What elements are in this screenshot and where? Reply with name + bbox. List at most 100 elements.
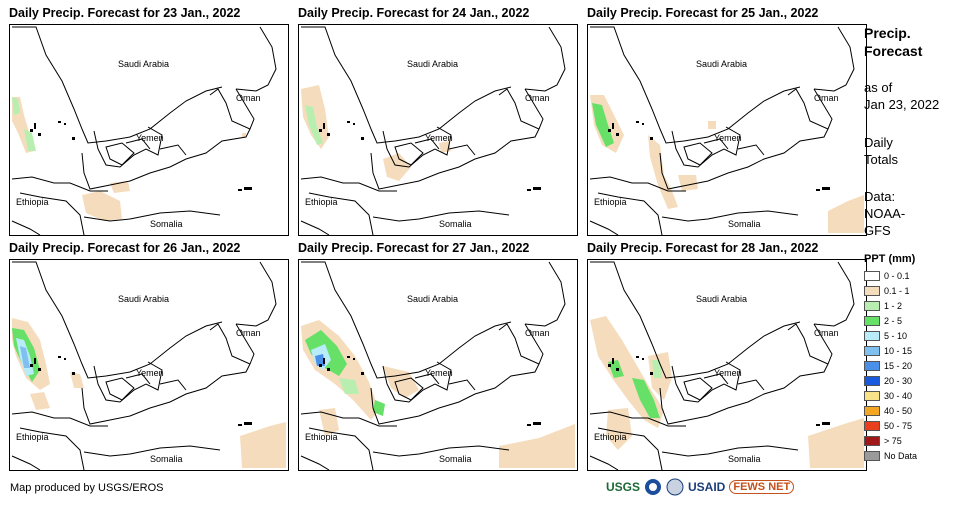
- fews-net-logo: FEWS NET: [729, 480, 795, 494]
- forecast-panel-1: Daily Precip. Forecast for 23 Jan., 2022: [9, 6, 289, 236]
- label-ethiopia: Ethiopia: [305, 197, 338, 207]
- sidebar-title-line2: Forecast: [864, 43, 923, 59]
- legend-swatch: [864, 270, 880, 281]
- sidebar-title-line1: Precip.: [864, 25, 911, 41]
- forecast-map: Saudi Arabia Oman Yemen Ethiopia Somalia: [9, 259, 289, 471]
- forecast-map: Saudi Arabia Oman Yemen Ethiopia Somalia: [587, 24, 867, 236]
- as-of-date: Jan 23, 2022: [864, 97, 940, 112]
- usgs-logo: USGS: [606, 480, 641, 494]
- forecast-panel-3: Daily Precip. Forecast for 25 Jan., 2022: [587, 6, 867, 236]
- legend-item: 2 - 5: [864, 313, 917, 328]
- legend-label: 5 - 10: [884, 330, 908, 341]
- label-ethiopia: Ethiopia: [16, 432, 49, 442]
- legend-label: 40 - 50: [884, 405, 913, 416]
- sidebar-daily-totals: Daily Totals: [864, 134, 898, 168]
- forecast-map: Saudi Arabia Oman Yemen Ethiopia Somalia: [9, 24, 289, 236]
- label-saudi-arabia: Saudi Arabia: [696, 294, 748, 304]
- forecast-panel-2: Daily Precip. Forecast for 24 Jan., 2022: [298, 6, 578, 236]
- legend-swatch: [864, 300, 880, 311]
- label-yemen: Yemen: [136, 368, 164, 378]
- legend-item: 30 - 40: [864, 388, 917, 403]
- as-of-label: as of: [864, 80, 893, 95]
- legend-swatch: [864, 345, 880, 356]
- map-graphic: [11, 261, 286, 470]
- label-somalia: Somalia: [728, 219, 761, 229]
- map-graphic: [300, 261, 575, 470]
- legend-swatch: [864, 435, 880, 446]
- label-oman: Oman: [236, 93, 261, 103]
- forecast-map: Saudi Arabia Oman Yemen Ethiopia Somalia: [298, 24, 578, 236]
- label-saudi-arabia: Saudi Arabia: [696, 59, 748, 69]
- label-oman: Oman: [236, 328, 261, 338]
- daily-label: Daily: [864, 135, 893, 150]
- sidebar-data-source: Data: NOAA- GFS: [864, 188, 905, 239]
- totals-label: Totals: [864, 152, 898, 167]
- label-saudi-arabia: Saudi Arabia: [407, 294, 459, 304]
- legend-swatch: [864, 375, 880, 386]
- legend-item: 10 - 15: [864, 343, 917, 358]
- label-saudi-arabia: Saudi Arabia: [118, 59, 170, 69]
- usaid-logo: USAID: [688, 480, 726, 494]
- legend-item: 15 - 20: [864, 358, 917, 373]
- legend-item: 20 - 30: [864, 373, 917, 388]
- legend-item: 5 - 10: [864, 328, 917, 343]
- label-oman: Oman: [814, 328, 839, 338]
- label-yemen: Yemen: [136, 133, 164, 143]
- label-ethiopia: Ethiopia: [16, 197, 49, 207]
- legend-item: 1 - 2: [864, 298, 917, 313]
- panel-title: Daily Precip. Forecast for 26 Jan., 2022: [9, 241, 241, 255]
- legend-title: PPT (mm): [864, 253, 916, 265]
- label-yemen: Yemen: [714, 368, 742, 378]
- label-yemen: Yemen: [425, 368, 453, 378]
- panel-title: Daily Precip. Forecast for 25 Jan., 2022: [587, 6, 819, 20]
- map-credit: Map produced by USGS/EROS: [10, 482, 164, 494]
- label-oman: Oman: [525, 93, 550, 103]
- legend-item: 0 - 0.1: [864, 268, 917, 283]
- legend-label: 0.1 - 1: [884, 285, 910, 296]
- label-saudi-arabia: Saudi Arabia: [118, 294, 170, 304]
- map-graphic: [11, 26, 277, 235]
- legend-swatch: [864, 450, 880, 461]
- forecast-map: Saudi Arabia Oman Yemen Ethiopia Somalia: [587, 259, 867, 471]
- forecast-panel-5: Daily Precip. Forecast for 27 Jan., 2022: [298, 241, 578, 471]
- legend-label: 30 - 40: [884, 390, 913, 401]
- legend-swatch: [864, 285, 880, 296]
- noaa-logo-icon: [645, 479, 662, 495]
- label-ethiopia: Ethiopia: [305, 432, 338, 442]
- panel-title: Daily Precip. Forecast for 27 Jan., 2022: [298, 241, 530, 255]
- data-label: Data:: [864, 189, 896, 204]
- label-somalia: Somalia: [439, 454, 472, 464]
- legend-swatch: [864, 315, 880, 326]
- legend-label: 1 - 2: [884, 300, 903, 311]
- label-somalia: Somalia: [150, 219, 183, 229]
- panel-title: Daily Precip. Forecast for 23 Jan., 2022: [9, 6, 241, 20]
- legend-rows: 0 - 0.1 0.1 - 1 1 - 2 2 - 5 5 - 10 10 - 15 15 …: [864, 268, 917, 463]
- agency-logos: USGS USAID FEWS NET: [606, 478, 795, 496]
- label-ethiopia: Ethiopia: [594, 432, 627, 442]
- label-yemen: Yemen: [714, 133, 742, 143]
- legend-label: > 75: [884, 435, 902, 446]
- legend-item: 40 - 50: [864, 403, 917, 418]
- forecast-panel-4: Daily Precip. Forecast for 26 Jan., 2022: [9, 241, 289, 471]
- panel-title: Daily Precip. Forecast for 24 Jan., 2022: [298, 6, 530, 20]
- legend-label: 0 - 0.1: [884, 270, 910, 281]
- label-oman: Oman: [814, 93, 839, 103]
- label-somalia: Somalia: [728, 454, 761, 464]
- panel-title: Daily Precip. Forecast for 28 Jan., 2022: [587, 241, 819, 255]
- label-saudi-arabia: Saudi Arabia: [407, 59, 459, 69]
- usaid-seal-icon: [666, 478, 684, 496]
- legend-label: 20 - 30: [884, 375, 913, 386]
- precip-legend: PPT (mm) 0 - 0.1 0.1 - 1 1 - 2 2 - 5 5 - 10 1…: [864, 253, 917, 463]
- legend-item: No Data: [864, 448, 917, 463]
- legend-swatch: [864, 360, 880, 371]
- legend-label: 15 - 20: [884, 360, 913, 371]
- data-source-line1: NOAA-: [864, 206, 906, 221]
- label-somalia: Somalia: [150, 454, 183, 464]
- legend-label: 50 - 75: [884, 420, 913, 431]
- legend-swatch: [864, 420, 880, 431]
- forecast-map: Saudi Arabia Oman Yemen Ethiopia Somalia: [298, 259, 578, 471]
- legend-swatch: [864, 390, 880, 401]
- legend-label: 10 - 15: [884, 345, 913, 356]
- legend-swatch: [864, 405, 880, 416]
- legend-item: > 75: [864, 433, 917, 448]
